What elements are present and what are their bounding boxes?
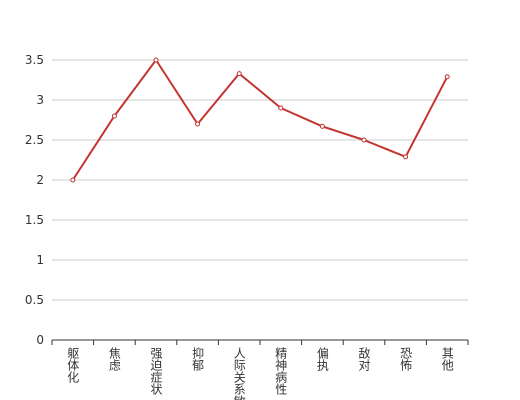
point [195,121,201,127]
y-tick-label: 1 [36,253,44,267]
point [319,123,325,129]
y-tick-label: 1.5 [25,213,44,227]
point [278,105,284,111]
y-tick-label: 2.5 [25,133,44,147]
x-tick-label: 敌对 [357,346,371,371]
x-tick-label: 强迫症状 [149,347,163,395]
y-tick-label: 0.5 [25,293,44,307]
point [403,154,409,160]
y-tick-label: 0 [36,333,44,347]
x-tick-label: 其他 [440,347,454,371]
x-tick-label: 偏执 [315,346,329,372]
point [111,113,117,119]
point [70,177,76,183]
y-tick-label: 2 [36,173,44,187]
x-tick-label: 躯体化 [66,346,80,384]
x-tick-label: 恐怖 [399,347,413,371]
x-tick-label: 人际关系敏感 [232,347,246,400]
x-tick-label: 精神病性 [274,347,288,396]
point [361,137,367,143]
point [444,74,450,80]
y-tick-label: 3.5 [25,53,44,67]
x-tick-label: 焦虑 [107,347,121,371]
point [236,71,242,77]
series-line [71,59,449,181]
y-tick-label: 3 [36,93,44,107]
x-tick-label: 抑郁 [191,346,205,372]
point [153,57,159,63]
